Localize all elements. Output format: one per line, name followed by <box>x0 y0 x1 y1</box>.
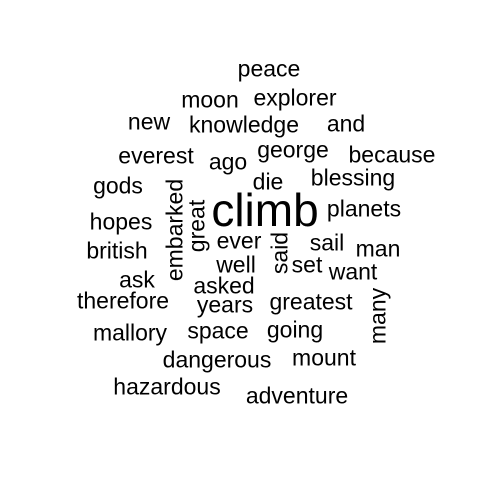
word-moon: moon <box>181 86 239 113</box>
word-well: well <box>216 251 256 278</box>
word-want: want <box>328 258 378 285</box>
word-ever: ever <box>216 227 262 254</box>
word-many: many <box>364 287 391 345</box>
word-everest: everest <box>118 142 194 169</box>
word-said: said <box>266 231 293 275</box>
word-climb: climb <box>211 184 319 236</box>
word-asked: asked <box>193 272 255 299</box>
word-hopes: hopes <box>89 208 153 235</box>
word-sail: sail <box>309 229 345 256</box>
word-mount: mount <box>292 344 356 371</box>
word-years: years <box>196 291 254 318</box>
word-die: die <box>252 168 284 195</box>
word-blessing: blessing <box>310 164 396 191</box>
word-ago: ago <box>208 148 248 175</box>
word-peace: peace <box>237 55 301 82</box>
word-because: because <box>348 141 436 168</box>
word-adventure: adventure <box>245 382 349 409</box>
word-therefore: therefore <box>76 287 170 314</box>
word-explorer: explorer <box>253 84 337 111</box>
word-new: new <box>127 108 171 135</box>
word-and: and <box>326 110 366 137</box>
word-gods: gods <box>93 172 143 199</box>
word-space: space <box>187 317 249 344</box>
word-man: man <box>355 235 401 262</box>
word-going: going <box>266 316 324 343</box>
word-british: british <box>86 237 148 264</box>
word-set: set <box>291 251 323 278</box>
word-george: george <box>257 136 329 163</box>
word-greatest: greatest <box>269 288 353 315</box>
word-dangerous: dangerous <box>162 346 272 373</box>
word-ask: ask <box>119 266 155 293</box>
word-planets: planets <box>326 195 402 222</box>
word-hazardous: hazardous <box>113 373 221 400</box>
word-mallory: mallory <box>92 319 168 346</box>
word-knowledge: knowledge <box>189 111 299 138</box>
word-great: great <box>183 199 210 253</box>
